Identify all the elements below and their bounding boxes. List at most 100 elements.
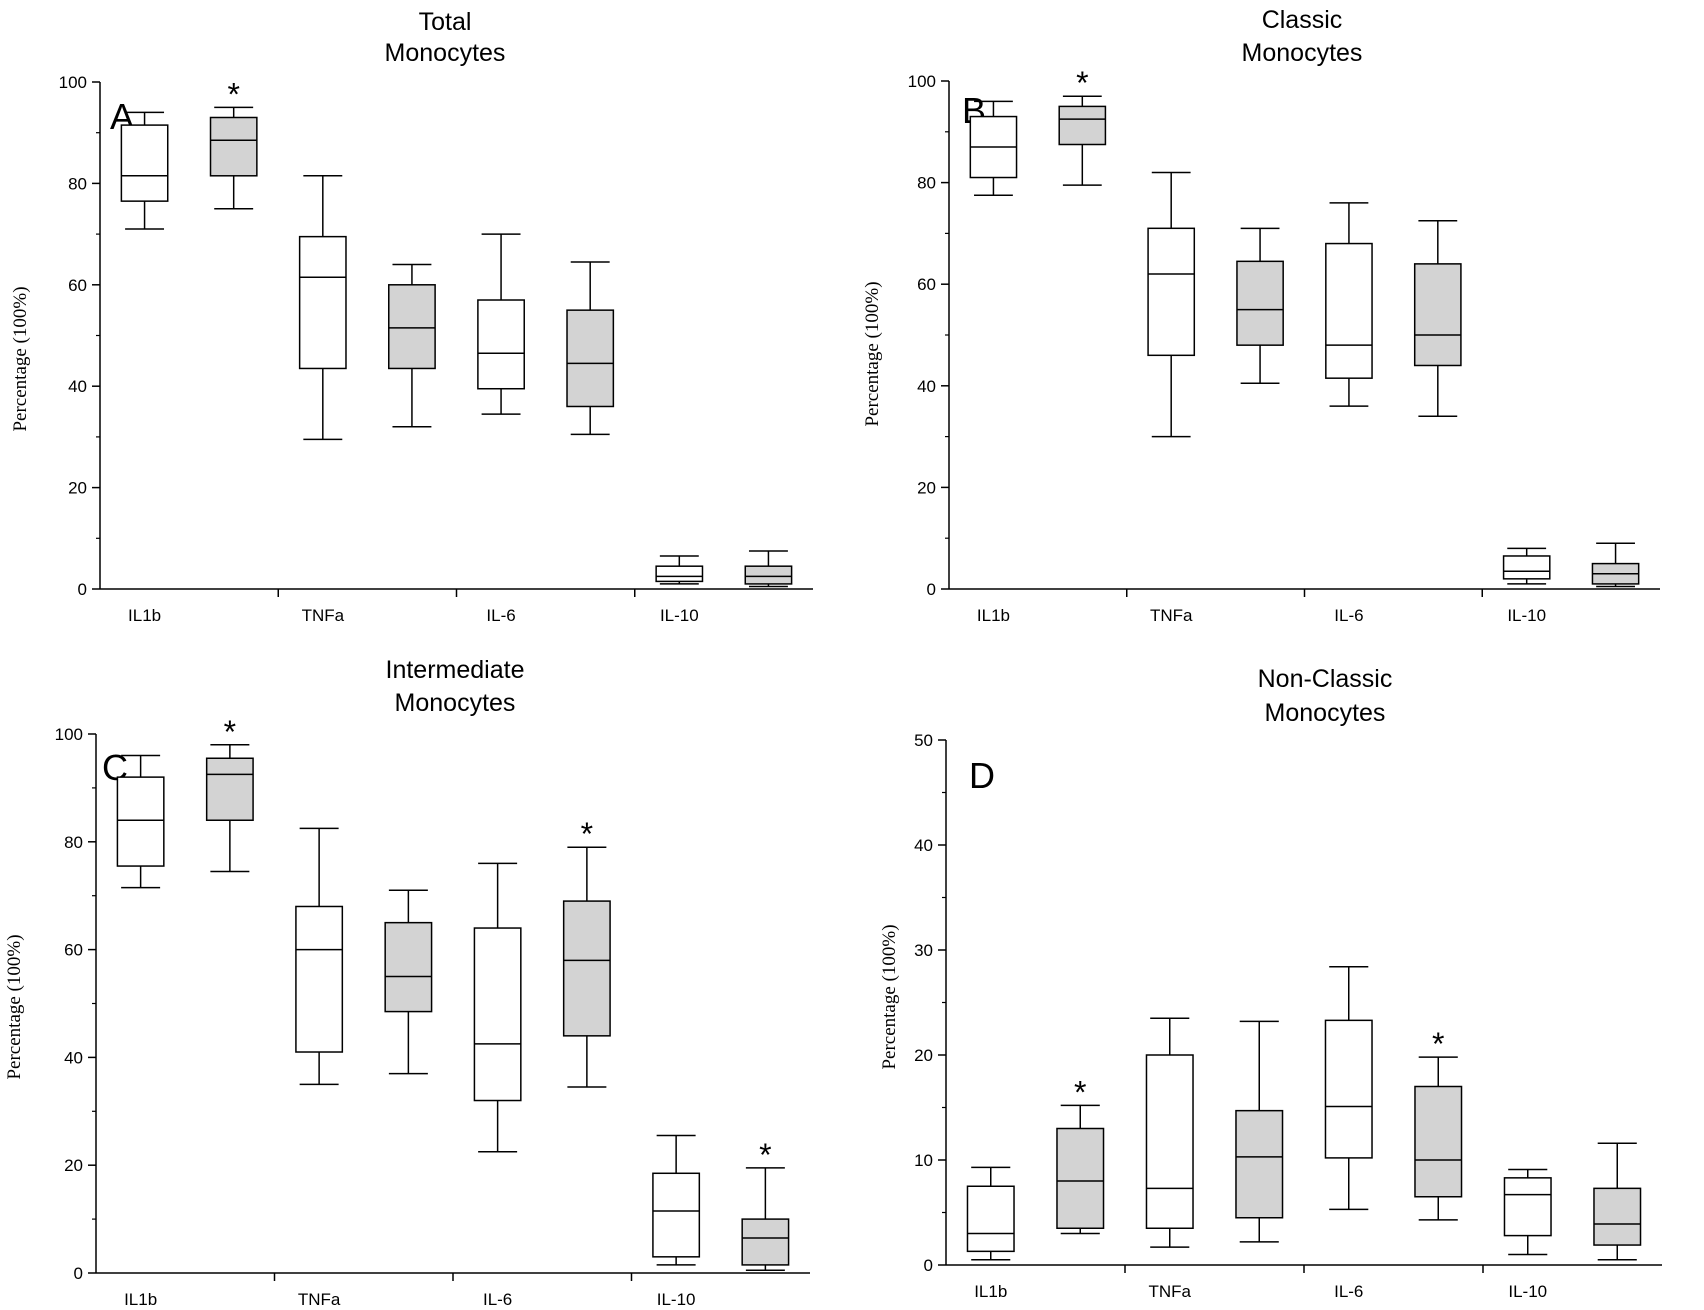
box-il1b-shaded: * xyxy=(205,714,254,873)
x-tick-label: IL-10 xyxy=(660,606,699,625)
y-tick-label: 60 xyxy=(64,941,83,960)
box-tnfa-shaded xyxy=(388,263,436,428)
box-tnfa-open xyxy=(295,827,344,1086)
y-axis-label: Percentage (100%) xyxy=(4,934,25,1079)
y-tick-label: 20 xyxy=(914,1046,933,1065)
panel-title-line: Non-Classic xyxy=(1258,665,1393,693)
x-tick-label: IL-6 xyxy=(483,1290,512,1309)
panel-title-line: Total xyxy=(419,8,472,36)
box-iqr xyxy=(1414,1085,1463,1198)
box-il1b-open xyxy=(120,111,169,230)
x-tick-label: TNFa xyxy=(298,1290,341,1309)
x-tick-label: IL-10 xyxy=(657,1290,696,1309)
y-tick-label: 80 xyxy=(64,833,83,852)
box-il6-shaded xyxy=(1413,219,1462,418)
y-axis-label: Percentage (100%) xyxy=(862,281,883,426)
box-iqr xyxy=(741,1218,790,1266)
panel-letter: D xyxy=(969,755,995,796)
y-tick-label: 80 xyxy=(917,174,936,193)
box-iqr xyxy=(205,757,254,821)
box-iqr xyxy=(295,905,344,1053)
box-tnfa-shaded xyxy=(1235,1020,1284,1243)
panel-title-line: Monocytes xyxy=(1242,39,1363,67)
box-iqr xyxy=(477,299,525,390)
box-il1b-open xyxy=(966,1166,1015,1261)
box-iqr xyxy=(655,565,704,583)
box-iqr xyxy=(1236,260,1284,346)
box-il6-open xyxy=(1325,202,1373,407)
y-axis-label: Percentage (100%) xyxy=(10,286,31,431)
significance-star: * xyxy=(224,714,236,750)
y-tick-label: 40 xyxy=(917,377,936,396)
box-iqr xyxy=(1058,105,1107,146)
panel-title-line: Monocytes xyxy=(1265,699,1386,727)
panel-title-line: Monocytes xyxy=(395,689,516,717)
y-tick-label: 0 xyxy=(78,580,87,599)
y-tick-label: 20 xyxy=(917,478,936,497)
y-tick-label: 40 xyxy=(914,836,933,855)
box-iqr xyxy=(652,1172,701,1258)
x-tick-label: IL1b xyxy=(977,606,1010,625)
box-il6-open xyxy=(1324,966,1373,1211)
box-il10-open xyxy=(652,1134,701,1266)
y-tick-label: 100 xyxy=(55,725,83,744)
x-tick-label: IL-6 xyxy=(1334,1282,1363,1301)
panel-title-line: Intermediate xyxy=(386,656,525,684)
x-tick-label: IL1b xyxy=(128,606,161,625)
box-iqr xyxy=(1325,242,1373,379)
box-iqr xyxy=(388,284,436,370)
box-il10-shaded xyxy=(1593,1142,1642,1261)
box-il10-shaded xyxy=(1591,542,1640,588)
box-il10-open xyxy=(1503,1168,1552,1256)
box-iqr xyxy=(1324,1019,1373,1159)
y-tick-label: 40 xyxy=(68,377,87,396)
box-il10-open xyxy=(655,555,704,585)
x-tick-label: IL-10 xyxy=(1508,1282,1547,1301)
x-tick-label: TNFa xyxy=(1149,1282,1192,1301)
y-tick-label: 0 xyxy=(927,580,936,599)
box-il6-open xyxy=(477,233,525,415)
box-tnfa-open xyxy=(1145,1017,1194,1248)
box-il1b-shaded: * xyxy=(1058,65,1107,186)
significance-star: * xyxy=(1432,1026,1444,1062)
panel-title-line: Classic xyxy=(1262,6,1343,34)
box-il10-shaded: * xyxy=(741,1137,790,1272)
box-iqr xyxy=(1056,1127,1105,1229)
box-tnfa-shaded xyxy=(1236,227,1284,385)
x-tick-label: IL-6 xyxy=(1334,606,1363,625)
box-tnfa-open xyxy=(1147,171,1196,438)
box-tnfa-shaded xyxy=(384,889,433,1075)
box-iqr xyxy=(1502,555,1551,580)
box-iqr xyxy=(1503,1177,1552,1237)
y-tick-label: 10 xyxy=(914,1151,933,1170)
box-iqr xyxy=(566,309,615,408)
y-tick-label: 20 xyxy=(68,479,87,498)
box-iqr xyxy=(473,927,522,1102)
y-tick-label: 100 xyxy=(908,72,936,91)
significance-star: * xyxy=(227,76,239,112)
y-tick-label: 40 xyxy=(64,1048,83,1067)
y-tick-label: 0 xyxy=(924,1256,933,1275)
box-iqr xyxy=(116,776,165,867)
y-tick-label: 80 xyxy=(68,174,87,193)
y-tick-label: 60 xyxy=(68,276,87,295)
y-tick-label: 30 xyxy=(914,941,933,960)
x-tick-label: IL1b xyxy=(124,1290,157,1309)
x-tick-label: IL-10 xyxy=(1507,606,1546,625)
box-iqr xyxy=(562,900,611,1037)
box-iqr xyxy=(1145,1054,1194,1229)
box-iqr xyxy=(744,565,793,585)
panel-d: Non-Classic Monocytes D Percentage (100%) 0 1… xyxy=(879,665,1662,1301)
significance-star: * xyxy=(759,1137,771,1173)
box-iqr xyxy=(298,235,347,370)
box-il1b-open xyxy=(116,754,165,889)
box-il1b-shaded: * xyxy=(209,76,258,210)
x-tick-label: IL-6 xyxy=(486,606,515,625)
box-il1b-open xyxy=(969,100,1018,197)
y-tick-label: 60 xyxy=(917,275,936,294)
box-il6-shaded: * xyxy=(1414,1026,1463,1221)
